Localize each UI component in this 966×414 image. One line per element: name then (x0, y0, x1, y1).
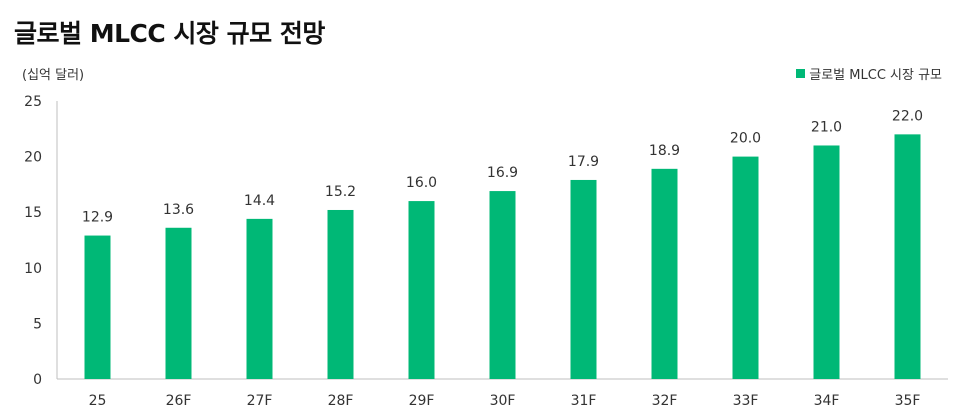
x-tick-label: 35F (895, 393, 921, 409)
data-label: 17.9 (568, 154, 599, 170)
y-tick-label: 10 (24, 261, 42, 277)
bar (165, 227, 192, 379)
data-label: 21.0 (811, 119, 842, 135)
x-tick-label: 34F (814, 393, 840, 409)
y-tick-label: 20 (24, 150, 42, 166)
data-label: 13.6 (163, 202, 194, 218)
y-tick-label: 25 (24, 94, 42, 110)
bar (732, 156, 759, 379)
bar (651, 168, 678, 379)
bar (813, 145, 840, 379)
y-tick-label: 0 (33, 372, 42, 388)
data-label: 16.0 (406, 175, 437, 191)
x-tick-label: 28F (328, 393, 354, 409)
x-tick-label: 32F (652, 393, 678, 409)
x-tick-label: 27F (247, 393, 273, 409)
x-tick-label: 29F (409, 393, 435, 409)
data-label: 14.4 (244, 193, 275, 209)
bar (84, 235, 111, 379)
legend: 글로벌 MLCC 시장 규모 (796, 64, 942, 83)
chart-title: 글로벌 MLCC 시장 규모 전망 (14, 19, 325, 48)
x-tick-label: 25 (89, 393, 107, 409)
data-label: 20.0 (730, 131, 761, 147)
x-tick-label: 33F (733, 393, 759, 409)
data-label: 15.2 (325, 184, 356, 200)
x-tick-label: 30F (490, 393, 516, 409)
data-label: 18.9 (649, 143, 680, 159)
x-tick-label: 26F (166, 393, 192, 409)
y-tick-label: 5 (33, 316, 42, 332)
y-tick-label: 15 (24, 205, 42, 221)
data-label: 22.0 (892, 108, 923, 124)
data-label: 12.9 (82, 210, 113, 226)
y-axis-unit-label: (십억 달러) (22, 68, 85, 83)
bar (327, 209, 354, 379)
legend-label: 글로벌 MLCC 시장 규모 (809, 68, 942, 83)
bar (408, 201, 435, 379)
bar (894, 134, 921, 379)
legend-swatch (796, 69, 806, 78)
bar (489, 191, 516, 379)
x-tick-label: 31F (571, 393, 597, 409)
bar (246, 218, 273, 379)
bar (570, 179, 597, 379)
data-label: 16.9 (487, 165, 518, 181)
